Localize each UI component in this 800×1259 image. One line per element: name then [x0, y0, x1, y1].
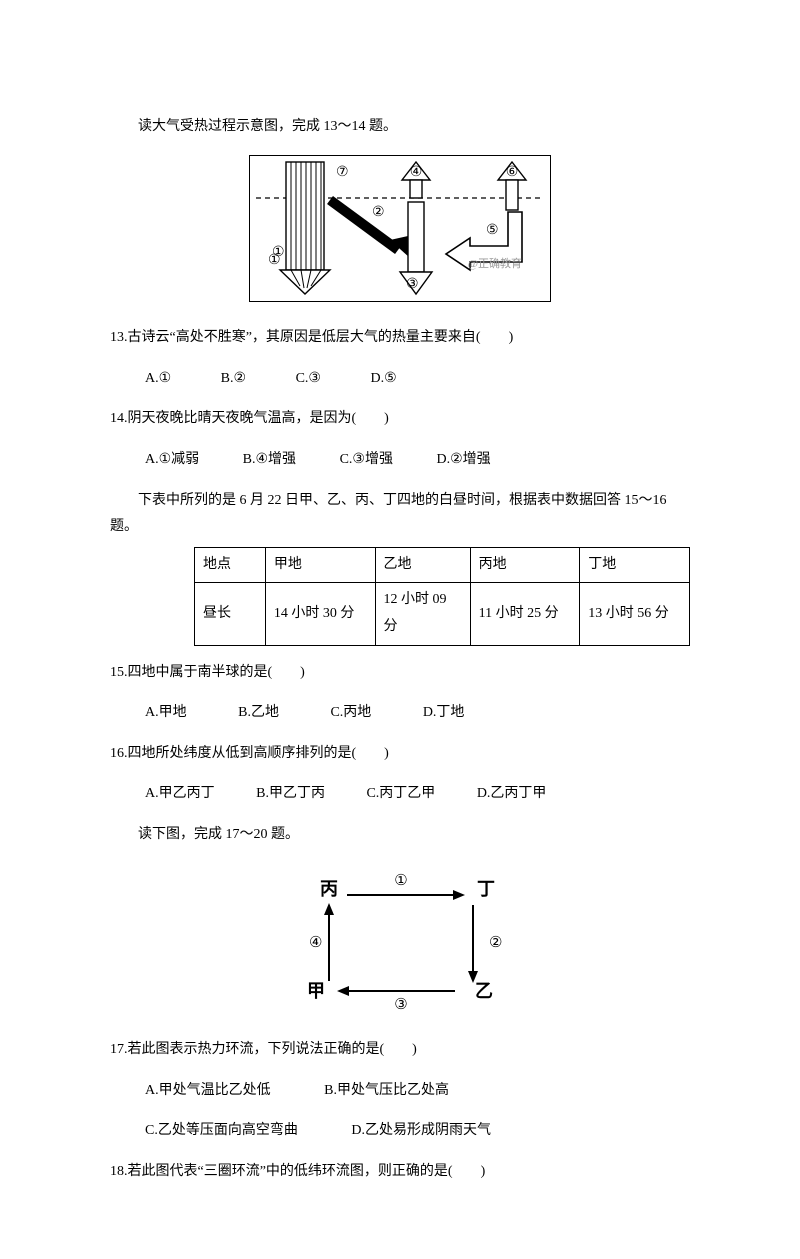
q13-opt-b: B.②	[221, 366, 246, 393]
th-jia: 甲地	[265, 547, 375, 583]
intro-17-20: 读下图，完成 17～20 题。	[110, 822, 690, 849]
cell-jia: 14 小时 30 分	[265, 583, 375, 645]
th-location: 地点	[195, 547, 266, 583]
q13-opt-d: D.⑤	[370, 366, 396, 393]
th-ding: 丁地	[580, 547, 690, 583]
q16-stem: 16.四地所处纬度从低到高顺序排列的是( )	[110, 741, 690, 768]
node-br: 乙	[475, 981, 493, 1001]
node-bl: 甲	[307, 981, 325, 1001]
q14-opt-d: D.②增强	[436, 447, 490, 474]
figure-circulation: 丙 丁 甲 乙 ① ② ③ ④	[295, 863, 505, 1013]
edge-bottom: ③	[394, 997, 407, 1013]
fig1-label-7: ⑦	[336, 165, 349, 180]
figure-13-14-wrap: ① ⑦ ② ④ ⑤ ⑥ ① ③ @正确教育	[110, 155, 690, 312]
q15-opt-c: C.丙地	[330, 700, 371, 727]
q14-opt-c: C.③增强	[340, 447, 393, 474]
edge-left: ④	[309, 935, 322, 951]
intro-13-14: 读大气受热过程示意图，完成 13～14 题。	[110, 114, 690, 141]
q15-opt-b: B.乙地	[238, 700, 279, 727]
q16-opt-b: B.甲乙丁丙	[256, 781, 325, 808]
cell-bing: 11 小时 25 分	[470, 583, 580, 645]
cell-ding: 13 小时 56 分	[580, 583, 690, 645]
edge-right: ②	[489, 935, 502, 951]
q14-opt-b: B.④增强	[243, 447, 296, 474]
table-row: 地点 甲地 乙地 丙地 丁地	[195, 547, 690, 583]
q17-opt-b: B.甲处气压比乙处高	[324, 1078, 449, 1105]
th-bing: 丙地	[470, 547, 580, 583]
node-tl: 丙	[320, 879, 338, 899]
q16-opt-c: C.丙丁乙甲	[366, 781, 435, 808]
q13-stem: 13.古诗云“高处不胜寒”，其原因是低层大气的热量主要来自( )	[110, 325, 690, 352]
figure-17-20-wrap: 丙 丁 甲 乙 ① ② ③ ④	[110, 863, 690, 1024]
q14-stem: 14.阴天夜晚比晴天夜晚气温高，是因为( )	[110, 406, 690, 433]
q15-options: A.甲地 B.乙地 C.丙地 D.丁地	[110, 700, 690, 727]
row-label: 昼长	[195, 583, 266, 645]
q16-opt-a: A.甲乙丙丁	[145, 781, 215, 808]
q16-opt-d: D.乙丙丁甲	[477, 781, 547, 808]
exam-page: 读大气受热过程示意图，完成 13～14 题。	[0, 0, 800, 1259]
q13-options: A.① B.② C.③ D.⑤	[110, 366, 690, 393]
q15-stem: 15.四地中属于南半球的是( )	[110, 660, 690, 687]
q14-opt-a: A.①减弱	[145, 447, 199, 474]
daylight-table: 地点 甲地 乙地 丙地 丁地 昼长 14 小时 30 分 12 小时 09 分 …	[194, 547, 690, 646]
th-yi: 乙地	[375, 547, 470, 583]
figure-atmosphere-heating: ① ⑦ ② ④ ⑤ ⑥ ① ③ @正确教育	[249, 155, 551, 302]
svg-text:④: ④	[410, 165, 423, 180]
figure-watermark: @正确教育	[468, 254, 522, 275]
svg-text:⑥: ⑥	[506, 165, 519, 180]
q14-options: A.①减弱 B.④增强 C.③增强 D.②增强	[110, 447, 690, 474]
q16-options: A.甲乙丙丁 B.甲乙丁丙 C.丙丁乙甲 D.乙丙丁甲	[110, 781, 690, 808]
edge-top: ①	[394, 873, 407, 889]
intro-15-16: 下表中所列的是 6 月 22 日甲、乙、丙、丁四地的白昼时间，根据表中数据回答 …	[110, 488, 690, 541]
q17-options-ab: A.甲处气温比乙处低 B.甲处气压比乙处高	[110, 1078, 690, 1105]
q13-opt-a: A.①	[145, 366, 171, 393]
q15-opt-d: D.丁地	[423, 700, 465, 727]
cell-yi: 12 小时 09 分	[375, 583, 470, 645]
node-tr: 丁	[477, 879, 495, 899]
q15-opt-a: A.甲地	[145, 700, 187, 727]
fig1-n3: ③	[406, 272, 419, 299]
table-row: 昼长 14 小时 30 分 12 小时 09 分 11 小时 25 分 13 小…	[195, 583, 690, 645]
q13-opt-c: C.③	[296, 366, 321, 393]
fig1-label-2: ②	[372, 205, 385, 220]
svg-text:⑤: ⑤	[486, 223, 499, 238]
q18-stem: 18.若此图代表“三圈环流”中的低纬环流图，则正确的是( )	[110, 1159, 690, 1186]
q17-stem: 17.若此图表示热力环流，下列说法正确的是( )	[110, 1037, 690, 1064]
q17-opt-a: A.甲处气温比乙处低	[145, 1078, 271, 1105]
fig1-n1: ①	[268, 248, 281, 275]
